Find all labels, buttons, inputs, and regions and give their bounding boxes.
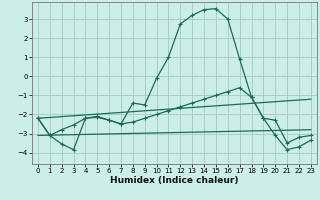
X-axis label: Humidex (Indice chaleur): Humidex (Indice chaleur) [110,176,239,185]
